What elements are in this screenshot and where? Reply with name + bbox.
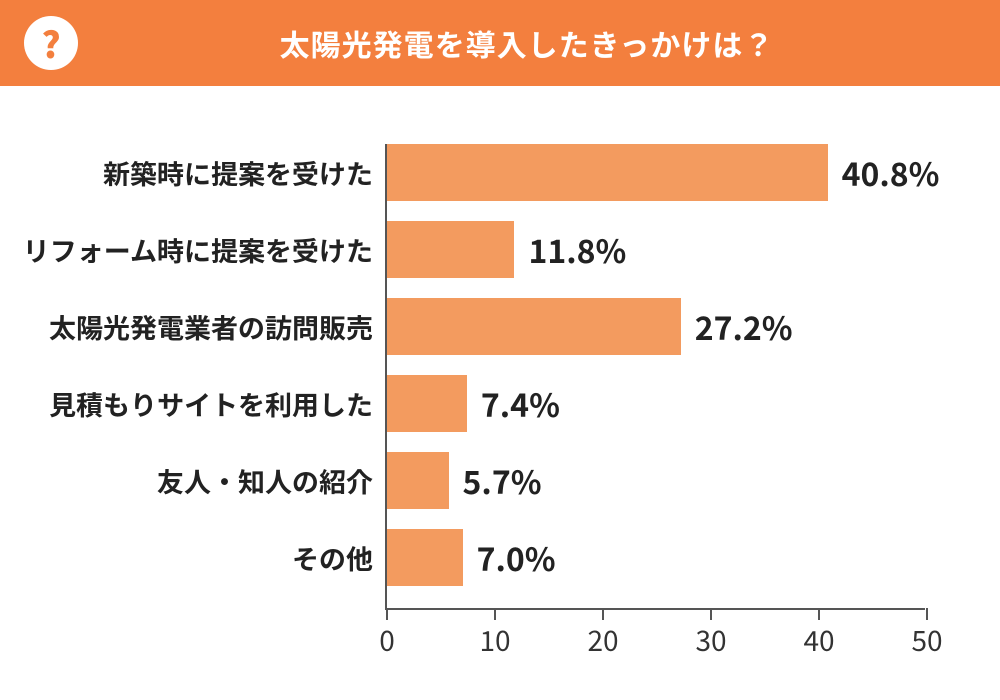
bar-row: 太陽光発電業者の訪問販売 27.2% — [0, 298, 1000, 355]
value-label: 5.7% — [463, 458, 542, 504]
bar-row: 新築時に提案を受けた 40.8% — [0, 144, 1000, 201]
category-label: 新築時に提案を受けた — [103, 153, 373, 192]
bar — [387, 452, 449, 509]
header-bar: ? 太陽光発電を導入したきっかけは？ — [0, 0, 1000, 86]
category-label: 見積もりサイトを利用した — [49, 384, 373, 423]
bar — [387, 144, 828, 201]
category-label: その他 — [292, 538, 373, 577]
x-tick-label: 40 — [803, 620, 834, 660]
value-label: 7.4% — [481, 381, 560, 427]
bar-rows: 新築時に提案を受けた 40.8% リフォーム時に提案を受けた 11.8% 太陽光発電業者… — [0, 144, 1000, 610]
x-tick-label: 50 — [911, 620, 942, 660]
category-label: リフォーム時に提案を受けた — [23, 230, 373, 269]
bar — [387, 529, 463, 586]
category-label: 太陽光発電業者の訪問販売 — [49, 307, 373, 346]
x-tick-label: 20 — [587, 620, 618, 660]
value-label: 40.8% — [842, 150, 940, 196]
value-label: 27.2% — [695, 304, 793, 350]
bar-row: その他 7.0% — [0, 529, 1000, 586]
bar — [387, 375, 467, 432]
category-label: 友人・知人の紹介 — [157, 461, 373, 500]
value-label: 11.8% — [528, 227, 626, 273]
bar-row: 友人・知人の紹介 5.7% — [0, 452, 1000, 509]
chart-area: 0 10 20 30 40 50 新築時に提案を受けた 40.8% リフォーム時に提案を受けた… — [0, 86, 1000, 700]
bar-row: リフォーム時に提案を受けた 11.8% — [0, 221, 1000, 278]
bar — [387, 221, 514, 278]
bar-row: 見積もりサイトを利用した 7.4% — [0, 375, 1000, 432]
value-label: 7.0% — [477, 535, 556, 581]
question-icon: ? — [24, 16, 78, 70]
x-tick-label: 30 — [695, 620, 726, 660]
x-tick-label: 0 — [379, 620, 395, 660]
chart-title: 太陽光発電を導入したきっかけは？ — [78, 21, 976, 65]
bar — [387, 298, 681, 355]
x-tick-label: 10 — [479, 620, 510, 660]
